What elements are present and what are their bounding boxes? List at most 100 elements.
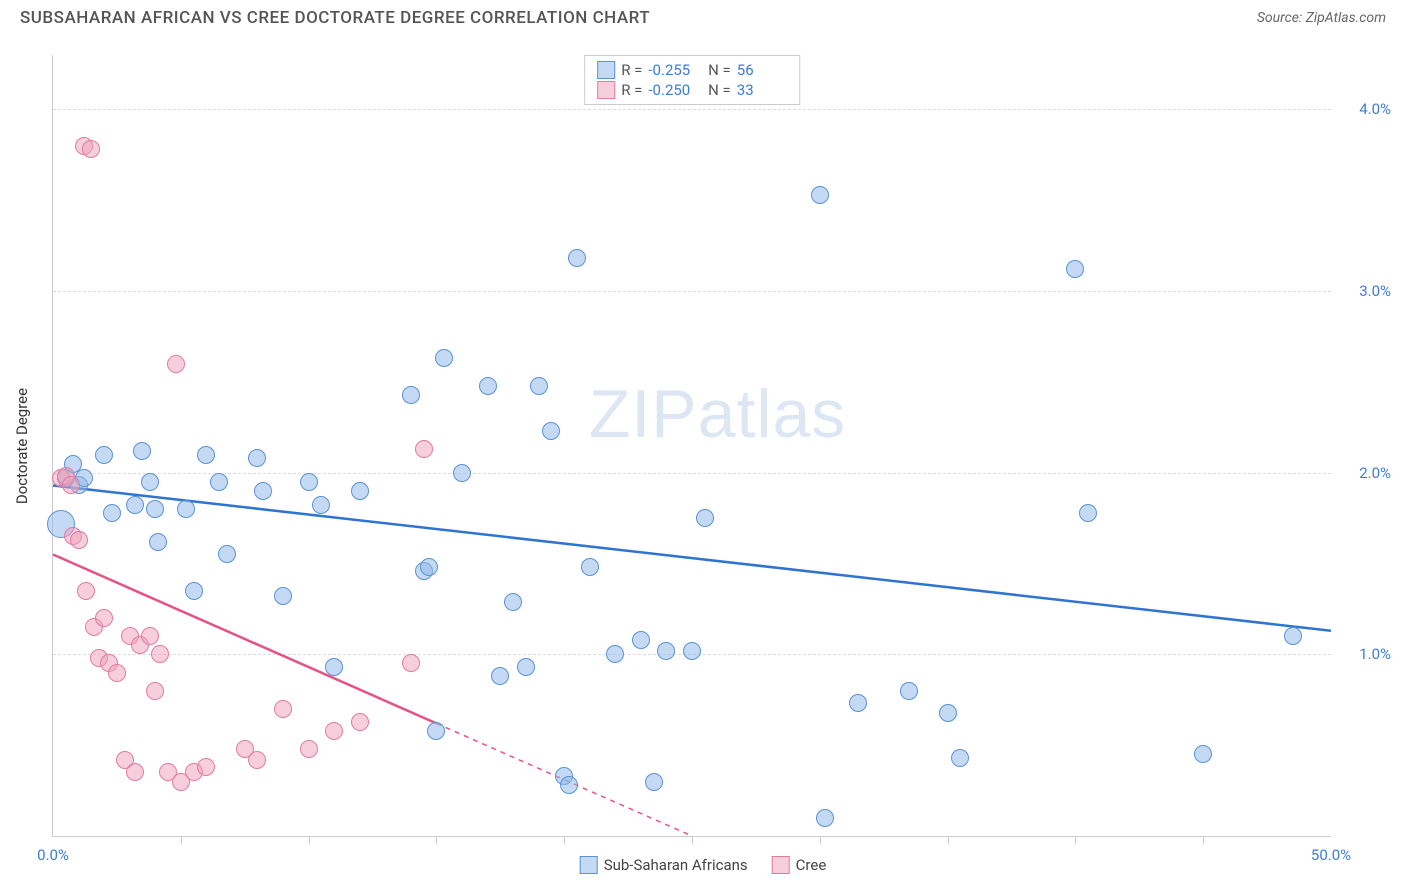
data-point [95,446,113,464]
data-point [274,700,292,718]
data-point [402,654,420,672]
data-point [126,763,144,781]
series-legend-item: Cree [772,856,827,874]
data-point [77,582,95,600]
y-tick-label: 1.0% [1341,645,1391,663]
series-name: Cree [796,856,827,874]
data-point [103,504,121,522]
data-point [126,496,144,514]
data-point [811,186,829,204]
y-tick-label: 4.0% [1341,100,1391,118]
data-point [696,509,714,527]
data-point [95,609,113,627]
data-point [1079,504,1097,522]
legend-swatch [597,61,615,79]
data-point [683,642,701,660]
data-point [146,500,164,518]
data-point [254,482,272,500]
data-point [657,642,675,660]
data-point [1066,260,1084,278]
stats-row: R = -0.250 N = 33 [597,80,787,100]
data-point [542,422,560,440]
data-point [606,645,624,663]
data-point [167,355,185,373]
x-tick [1203,836,1204,844]
data-point [300,473,318,491]
series-legend: Sub-Saharan Africans Cree [580,856,827,874]
data-point [248,751,266,769]
data-point [415,440,433,458]
stats-row: R =-0.255 N =56 [597,60,787,80]
series-name: Sub-Saharan Africans [604,856,748,874]
data-point [939,704,957,722]
y-tick-label: 2.0% [1341,464,1391,482]
data-point [177,500,195,518]
data-point [568,249,586,267]
source-attribution: Source: ZipAtlas.com [1257,10,1386,26]
chart-plot-area: ZIPatlas 1.0%2.0%3.0%4.0% 0.0%50.0% R =-… [52,55,1331,837]
data-point [530,377,548,395]
data-point [197,446,215,464]
data-point [133,442,151,460]
data-point [849,694,867,712]
data-point [420,558,438,576]
data-point [351,482,369,500]
data-point [1194,745,1212,763]
data-point [141,473,159,491]
data-point [900,682,918,700]
data-point [325,658,343,676]
data-point [816,809,834,827]
data-point [274,587,292,605]
data-point [248,449,266,467]
correlation-stats-legend: R =-0.255 N =56R = -0.250 N = 33 [584,55,800,105]
data-point [632,631,650,649]
data-point [645,773,663,791]
source-value: ZipAtlas.com [1306,10,1386,26]
y-tick-label: 3.0% [1341,282,1391,300]
data-point [479,377,497,395]
data-point [141,627,159,645]
x-tick [309,836,310,844]
x-tick [948,836,949,844]
data-point [151,645,169,663]
data-point [517,658,535,676]
x-tick [436,836,437,844]
x-tick [564,836,565,844]
data-point [62,476,80,494]
x-tick [692,836,693,844]
r-label: R = [621,81,642,99]
data-point [70,531,88,549]
data-point [491,667,509,685]
x-tick-label: 50.0% [1311,846,1351,864]
data-point [1284,627,1302,645]
x-tick [820,836,821,844]
points-layer [53,55,1331,836]
data-point [210,473,228,491]
data-point [951,749,969,767]
chart-title: SUBSAHARAN AFRICAN VS CREE DOCTORATE DEG… [20,8,650,28]
legend-swatch [597,81,615,99]
legend-swatch [580,856,598,874]
data-point [218,545,236,563]
data-point [146,682,164,700]
data-point [402,386,420,404]
data-point [435,349,453,367]
data-point [504,593,522,611]
data-point [185,582,203,600]
n-label: N = [704,81,730,99]
data-point [560,776,578,794]
series-legend-item: Sub-Saharan Africans [580,856,748,874]
data-point [197,758,215,776]
data-point [453,464,471,482]
data-point [300,740,318,758]
data-point [149,533,167,551]
data-point [351,713,369,731]
legend-swatch [772,856,790,874]
x-tick-label: 0.0% [37,846,69,864]
r-value: -0.250 [648,81,698,99]
data-point [581,558,599,576]
n-value: 33 [737,81,787,99]
source-label: Source: [1257,10,1302,26]
data-point [108,664,126,682]
data-point [427,722,445,740]
